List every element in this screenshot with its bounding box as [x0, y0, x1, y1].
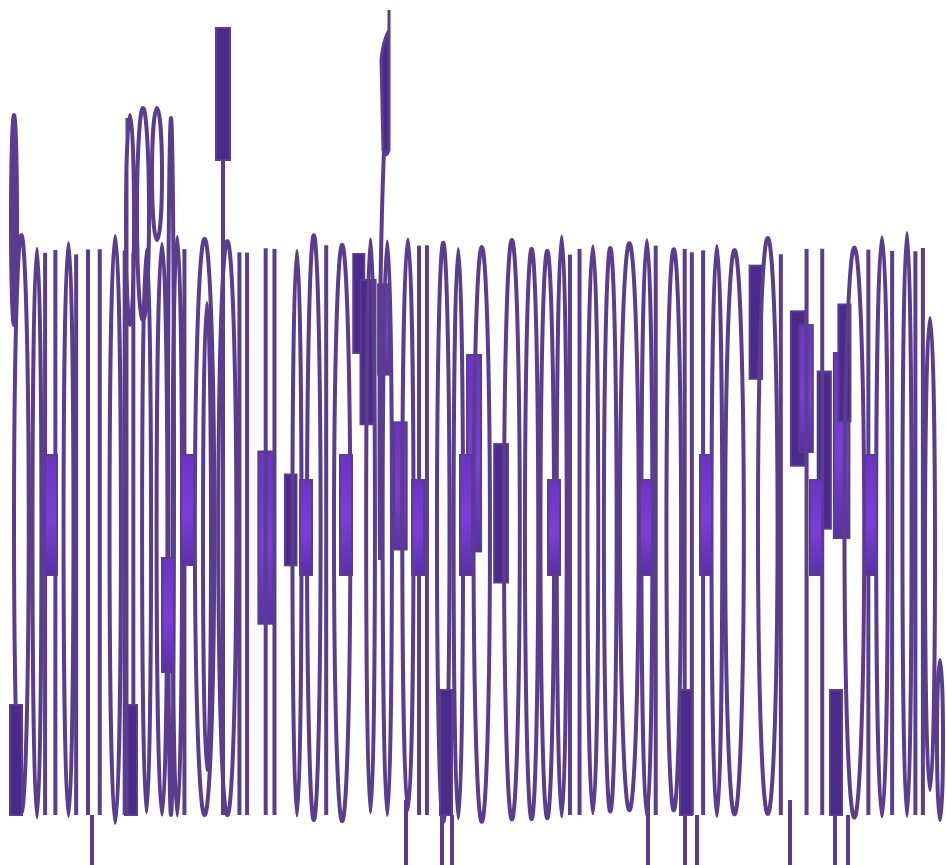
glyph-stroke-104	[377, 149, 386, 561]
glyph-stroke-94	[135, 106, 151, 322]
glyph-stroke-42	[501, 238, 522, 822]
glyph-stroke-79	[459, 454, 473, 576]
glyph-stroke-30	[364, 237, 377, 815]
glyph-stroke-76	[44, 454, 58, 576]
glyph-stroke-101	[215, 27, 231, 161]
glyph-stroke-86	[9, 704, 23, 816]
glyph-stroke-49	[601, 245, 619, 814]
glyph-stroke-57	[709, 244, 725, 818]
glyph-stroke-100	[201, 301, 213, 772]
glyph-stroke-40	[471, 245, 492, 824]
glyph-stroke-5	[61, 241, 76, 818]
glyph-stroke-89	[679, 689, 693, 816]
glyph-stroke-32	[380, 239, 394, 817]
glyph-stroke-17	[216, 239, 239, 818]
glyph-stroke-48	[585, 244, 601, 816]
glyph-stroke-60	[755, 235, 780, 816]
glyph-stroke-99	[180, 454, 195, 566]
glyph-stroke-83	[864, 454, 878, 576]
glyph-stroke-13	[154, 241, 170, 817]
glyph-stroke-9	[107, 234, 123, 825]
glyph-stroke-50	[618, 241, 641, 813]
glyph-stroke-84	[411, 479, 425, 576]
glyph-stroke-78	[339, 454, 353, 576]
glyph-stroke-73	[900, 231, 914, 818]
glyph-stroke-103	[379, 10, 391, 157]
glyph-stroke-82	[809, 479, 823, 576]
glyph-stroke-95	[150, 106, 164, 242]
glyph-stroke-96	[166, 116, 176, 817]
glyph-stroke-92	[9, 113, 19, 327]
glyph-stroke-98	[161, 557, 175, 673]
glyph-stroke-12	[140, 247, 154, 815]
glyph-stroke-88	[439, 689, 453, 816]
glyph-stroke-115	[923, 316, 937, 792]
glyph-stroke-77	[299, 479, 313, 576]
glyph-stroke-90	[829, 689, 843, 816]
glyph-stroke-53	[664, 247, 684, 813]
glyph-stroke-80	[547, 479, 561, 576]
glyph-stroke-58	[723, 248, 746, 817]
glyph-stroke-group	[9, 10, 945, 865]
glyph-stroke-81	[699, 454, 713, 576]
glyph-stroke-85	[639, 479, 653, 576]
glyph-stroke-116	[935, 658, 945, 822]
glyph-stroke-2	[30, 246, 44, 820]
glyph-stroke-43	[522, 246, 541, 822]
